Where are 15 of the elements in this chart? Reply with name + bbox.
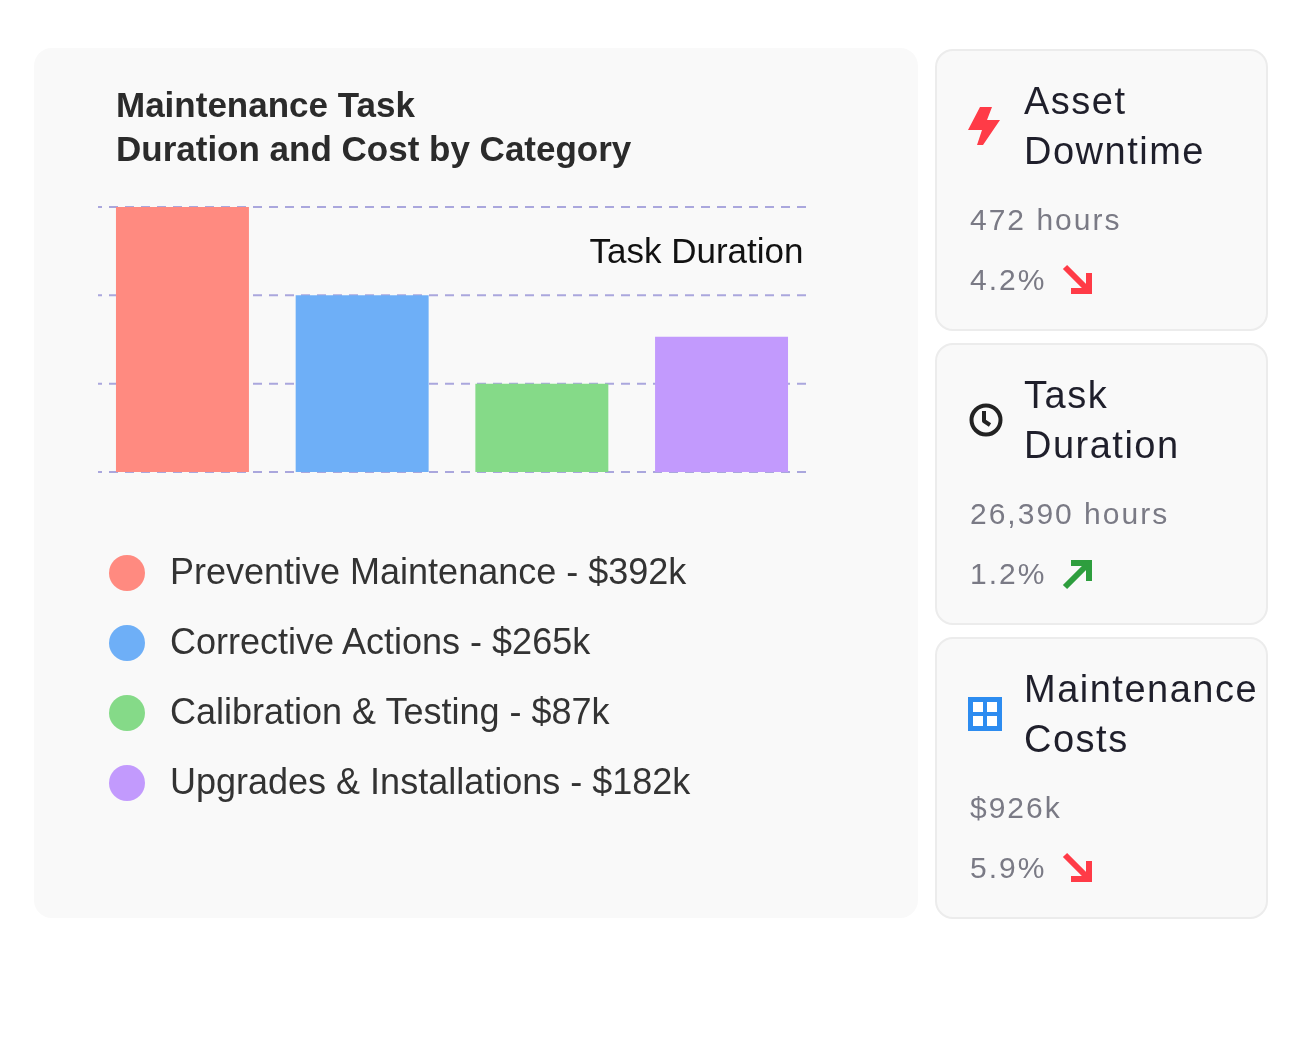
legend-label: Upgrades & Installations - $182k bbox=[170, 761, 692, 802]
text: 4.2% bbox=[970, 262, 1047, 298]
text: 1.2% bbox=[970, 556, 1047, 592]
text: 26,390 hours bbox=[970, 496, 1170, 532]
chart-title: Maintenance Task Duration and Cost by Category bbox=[116, 85, 632, 168]
legend-label: Preventive Maintenance - $392k bbox=[170, 551, 688, 592]
text: Maintenance Costs bbox=[1024, 667, 1259, 762]
legend-label: Corrective Actions - $265k bbox=[170, 621, 592, 662]
text: 5.9% bbox=[970, 850, 1047, 886]
text: Asset Downtime bbox=[1024, 79, 1206, 174]
legend-label: Calibration & Testing - $87k bbox=[170, 691, 611, 732]
text: 472 hours bbox=[970, 202, 1122, 238]
text: Task Duration bbox=[1024, 373, 1181, 468]
text: $926k bbox=[970, 790, 1062, 826]
y-axis-title: Task Duration bbox=[589, 230, 804, 270]
